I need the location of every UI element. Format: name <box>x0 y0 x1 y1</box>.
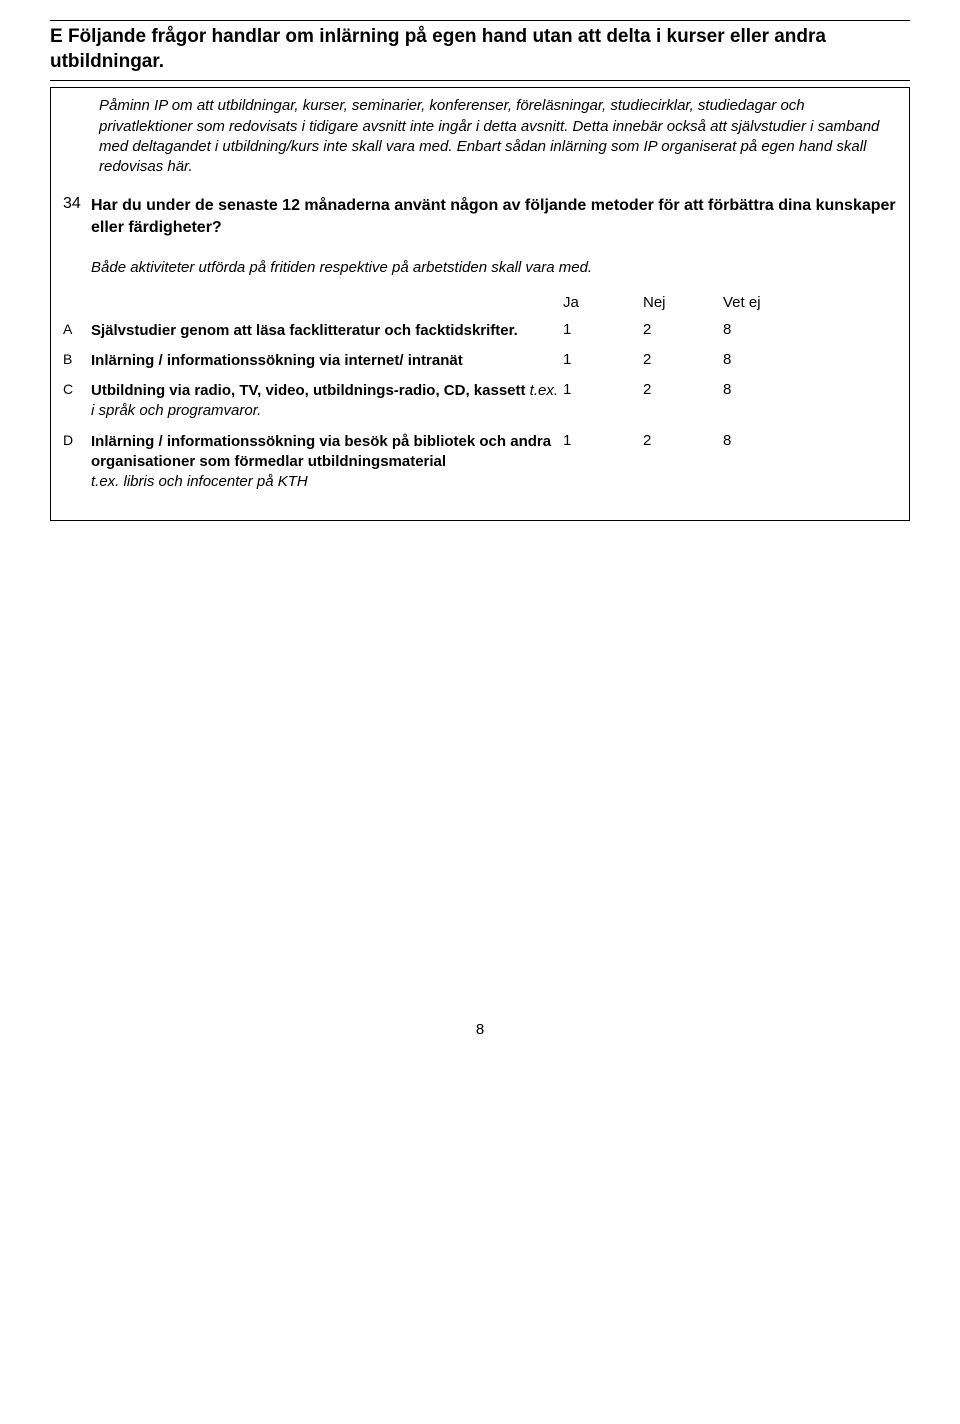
table-row: D Inlärning / informationssökning via be… <box>63 432 897 493</box>
question-row: 34 Har du under de senaste 12 månaderna … <box>63 195 897 238</box>
row-v2: 2 <box>643 381 723 398</box>
col-nej: Nej <box>643 294 723 311</box>
row-v2: 2 <box>643 351 723 368</box>
row-letter: D <box>63 432 91 448</box>
question-text: Har du under de senaste 12 månaderna anv… <box>91 195 897 238</box>
question-number: 34 <box>63 195 91 213</box>
row-v3: 8 <box>723 432 803 449</box>
row-letter: C <box>63 381 91 397</box>
table-row: C Utbildning via radio, TV, video, utbil… <box>63 381 897 422</box>
table-row: B Inlärning / informationssökning via in… <box>63 351 897 371</box>
row-v1: 1 <box>563 351 643 368</box>
intro-paragraph: Påminn IP om att utbildningar, kurser, s… <box>99 96 897 177</box>
row-v3: 8 <box>723 321 803 338</box>
row-desc: Utbildning via radio, TV, video, utbildn… <box>91 381 563 422</box>
page-number: 8 <box>50 1021 910 1038</box>
row-v3: 8 <box>723 351 803 368</box>
row-v1: 1 <box>563 321 643 338</box>
row-v1: 1 <box>563 432 643 449</box>
col-ja: Ja <box>563 294 643 311</box>
section-e-title: E Följande frågor handlar om inlärning p… <box>50 25 910 74</box>
question-subtext: Både aktiviteter utförda på fritiden res… <box>91 259 897 276</box>
row-v1: 1 <box>563 381 643 398</box>
section-e-heading: E Följande frågor handlar om inlärning p… <box>50 20 910 81</box>
row-v2: 2 <box>643 432 723 449</box>
row-v2: 2 <box>643 321 723 338</box>
col-vetej: Vet ej <box>723 294 803 311</box>
row-letter: A <box>63 321 91 337</box>
row-desc: Inlärning / informationssökning via inte… <box>91 351 563 371</box>
question-block: Påminn IP om att utbildningar, kurser, s… <box>50 87 910 521</box>
table-header: Ja Nej Vet ej <box>63 294 897 311</box>
row-letter: B <box>63 351 91 367</box>
options-table: Ja Nej Vet ej A Självstudier genom att l… <box>63 294 897 503</box>
row-desc: Inlärning / informationssökning via besö… <box>91 432 563 493</box>
row-desc: Självstudier genom att läsa facklitterat… <box>91 321 563 341</box>
table-row: A Självstudier genom att läsa facklitter… <box>63 321 897 341</box>
row-v3: 8 <box>723 381 803 398</box>
